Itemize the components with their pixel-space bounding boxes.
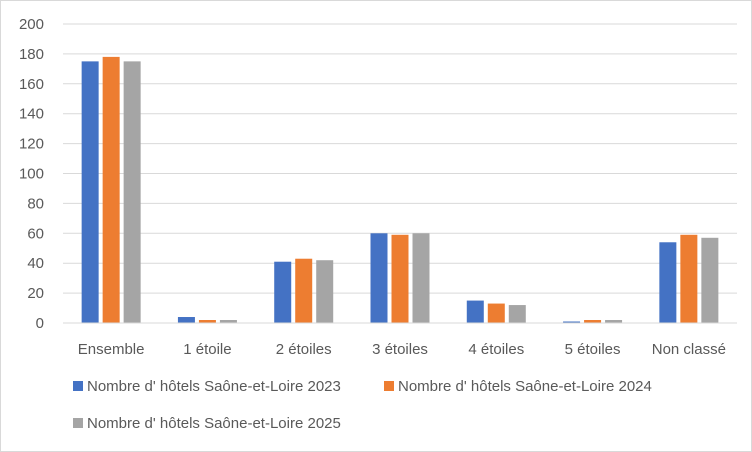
bar bbox=[316, 260, 334, 323]
bar bbox=[487, 303, 505, 323]
bar bbox=[219, 320, 237, 323]
legend-label: Nombre d' hôtels Saône-et-Loire 2025 bbox=[87, 415, 341, 432]
y-tick-label: 80 bbox=[27, 195, 44, 212]
x-tick-label: 3 étoiles bbox=[372, 341, 428, 358]
legend-entry: Nombre d' hôtels Saône-et-Loire 2023 bbox=[73, 378, 341, 395]
bar bbox=[701, 237, 719, 323]
y-tick-label: 160 bbox=[19, 76, 44, 93]
legend-swatch bbox=[73, 418, 83, 428]
bar bbox=[680, 234, 698, 323]
x-tick-label: 5 étoiles bbox=[565, 341, 621, 358]
y-tick-label: 100 bbox=[19, 166, 44, 183]
bar bbox=[412, 233, 430, 323]
bar bbox=[177, 317, 195, 323]
y-tick-label: 140 bbox=[19, 106, 44, 123]
y-tick-label: 120 bbox=[19, 136, 44, 153]
y-tick-label: 40 bbox=[27, 255, 44, 272]
bar bbox=[81, 61, 99, 323]
bar bbox=[466, 300, 484, 323]
bar bbox=[123, 61, 141, 323]
legend-swatch bbox=[73, 381, 83, 391]
bar bbox=[198, 320, 216, 323]
bar bbox=[295, 258, 313, 323]
x-tick-label: 1 étoile bbox=[183, 341, 231, 358]
y-tick-label: 0 bbox=[36, 315, 44, 332]
y-axis-ticks: 0 20 40 60 80 100 120 140 160 180 200 bbox=[19, 16, 44, 332]
legend: Nombre d' hôtels Saône-et-Loire 2023 Nomb… bbox=[73, 378, 652, 432]
y-tick-label: 60 bbox=[27, 225, 44, 242]
legend-entry: Nombre d' hôtels Saône-et-Loire 2024 bbox=[384, 378, 652, 395]
x-tick-label: 4 étoiles bbox=[468, 341, 524, 358]
x-tick-label: Non classé bbox=[652, 341, 726, 358]
bar bbox=[102, 56, 120, 323]
y-tick-label: 20 bbox=[27, 285, 44, 302]
bar bbox=[391, 234, 409, 323]
gridlines bbox=[63, 23, 737, 294]
bar bbox=[659, 242, 677, 323]
legend-swatch bbox=[384, 381, 394, 391]
legend-label: Nombre d' hôtels Saône-et-Loire 2024 bbox=[398, 378, 652, 395]
bar bbox=[274, 261, 292, 323]
bars bbox=[81, 56, 719, 323]
x-tick-label: Ensemble bbox=[78, 341, 145, 358]
legend-label: Nombre d' hôtels Saône-et-Loire 2023 bbox=[87, 378, 341, 395]
bar bbox=[370, 233, 388, 323]
x-axis-ticks: Ensemble 1 étoile 2 étoiles 3 étoiles 4 étoi… bbox=[78, 341, 726, 358]
bar bbox=[605, 320, 623, 323]
bar bbox=[584, 320, 602, 323]
x-tick-label: 2 étoiles bbox=[276, 341, 332, 358]
legend-entry: Nombre d' hôtels Saône-et-Loire 2025 bbox=[73, 415, 341, 432]
y-tick-label: 200 bbox=[19, 16, 44, 33]
y-tick-label: 180 bbox=[19, 46, 44, 63]
bar bbox=[563, 321, 581, 323]
bar bbox=[508, 305, 526, 323]
